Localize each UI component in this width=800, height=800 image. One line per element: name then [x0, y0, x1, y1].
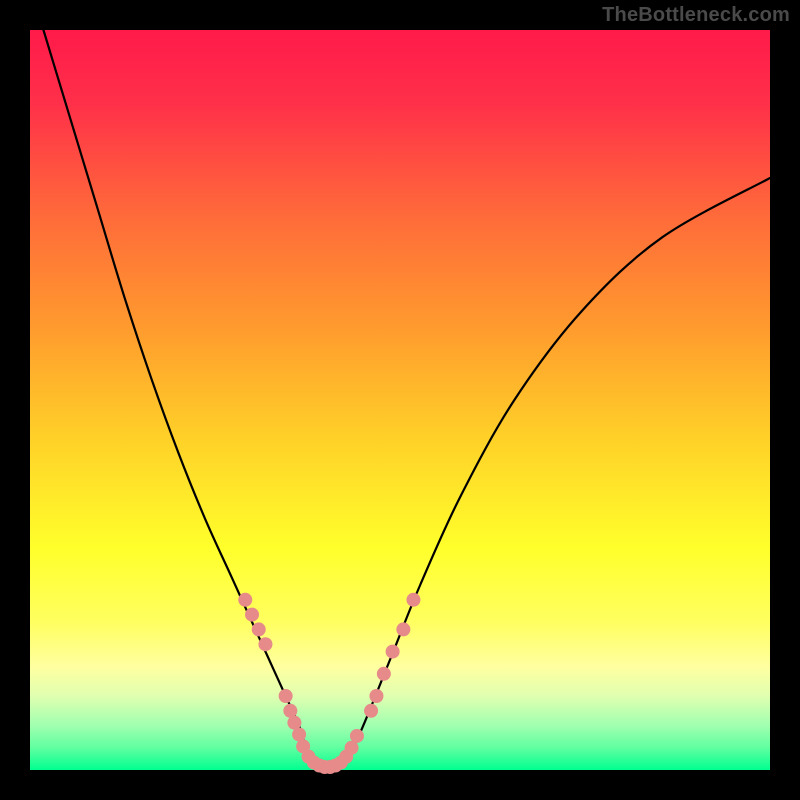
chart-canvas: [0, 0, 800, 800]
plot-background: [30, 30, 770, 770]
data-marker: [364, 704, 378, 718]
watermark-label: TheBottleneck.com: [602, 4, 790, 27]
data-marker: [238, 593, 252, 607]
data-marker: [245, 608, 259, 622]
data-marker: [258, 637, 272, 651]
data-marker: [377, 667, 391, 681]
data-marker: [369, 689, 383, 703]
chart-container: TheBottleneck.com: [0, 0, 800, 800]
data-marker: [406, 593, 420, 607]
data-marker: [279, 689, 293, 703]
data-marker: [386, 645, 400, 659]
data-marker: [350, 729, 364, 743]
data-marker: [252, 622, 266, 636]
data-marker: [396, 622, 410, 636]
